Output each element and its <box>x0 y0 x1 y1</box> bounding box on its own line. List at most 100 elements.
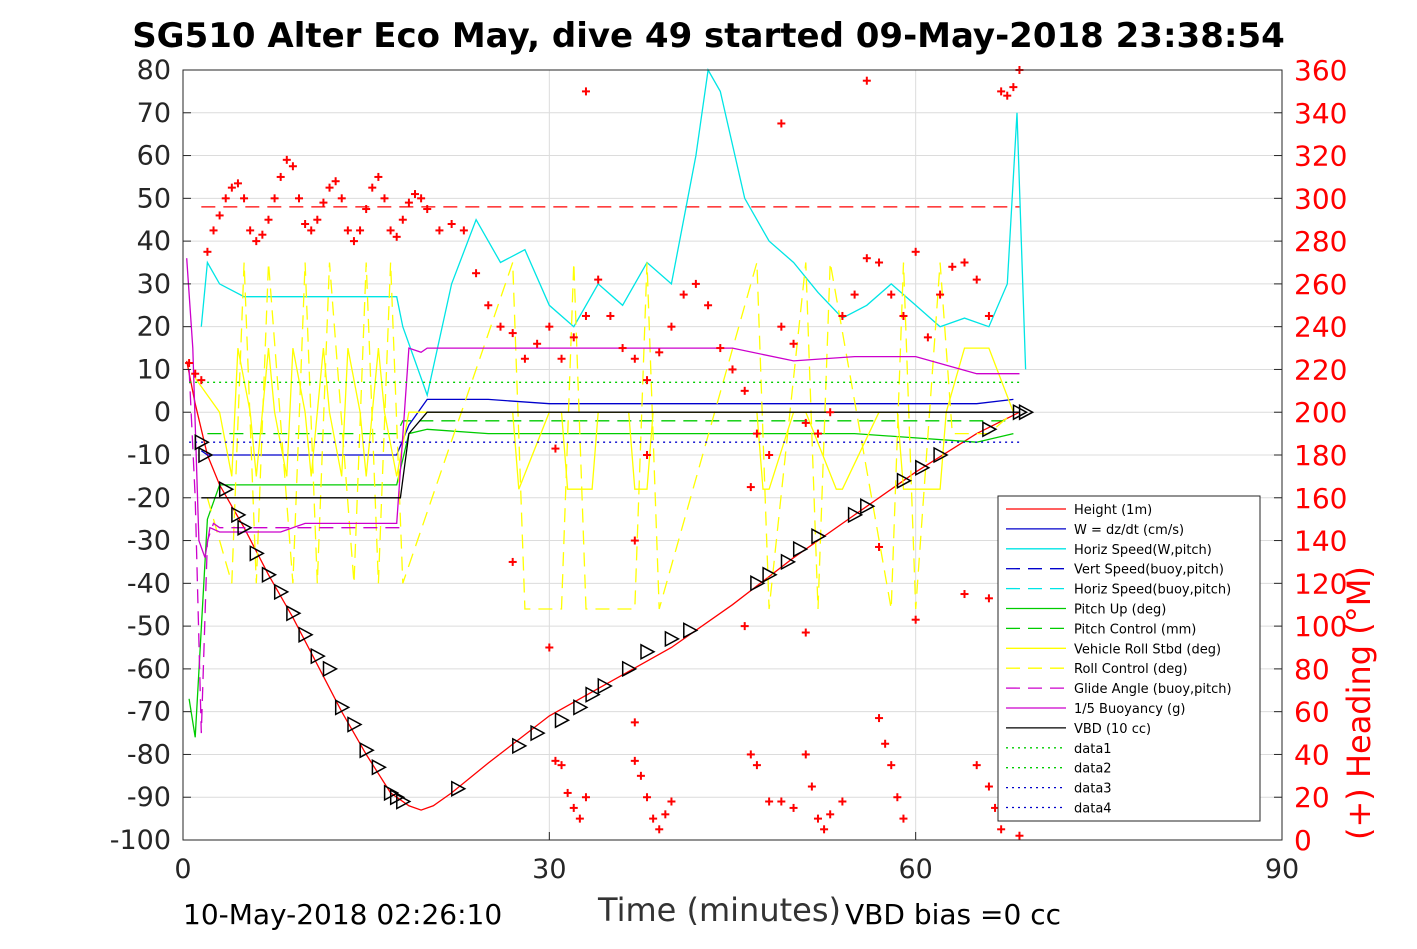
x-axis-label: Time (minutes) <box>598 891 841 929</box>
heading-marker <box>740 386 749 395</box>
heading-marker <box>740 622 749 631</box>
heading-marker <box>618 344 627 353</box>
heading-marker <box>435 226 444 235</box>
y-tick-label: 60 <box>137 141 171 172</box>
heading-marker <box>307 226 316 235</box>
y2-tick-label: 160 <box>1294 482 1347 515</box>
y-tick-label: 40 <box>137 226 171 257</box>
y2-tick-label: 180 <box>1294 439 1347 472</box>
heading-marker <box>380 194 389 203</box>
heading-marker <box>813 814 822 823</box>
heading-marker <box>667 797 676 806</box>
heading-marker <box>581 793 590 802</box>
heading-marker <box>643 376 652 385</box>
legend-entry-label: Horiz Speed(buoy,pitch) <box>1074 583 1231 598</box>
series-line <box>207 420 1014 435</box>
heading-marker <box>984 594 993 603</box>
heading-marker <box>661 810 670 819</box>
heading-marker <box>319 198 328 207</box>
y2-tick-label: 300 <box>1294 182 1347 215</box>
heading-marker <box>820 825 829 834</box>
heading-marker <box>563 788 572 797</box>
heading-marker <box>960 590 969 599</box>
heading-marker <box>893 793 902 802</box>
gc-triangle-marker <box>310 647 326 665</box>
legend-entry-label: data2 <box>1074 762 1112 777</box>
vbd-bias-label: VBD bias =0 cc <box>845 898 1061 931</box>
legend-entry-label: data1 <box>1074 742 1112 757</box>
heading-marker <box>392 232 401 241</box>
y-tick-label: 20 <box>137 312 171 343</box>
x-tick-label: 0 <box>174 854 191 885</box>
heading-marker <box>533 339 542 348</box>
heading-marker <box>404 198 413 207</box>
heading-marker <box>1003 91 1012 100</box>
legend: Height (1m) W = dz/dt (cm/s) Horiz Speed(W… <box>997 495 1261 822</box>
gc-triangle-marker <box>512 737 528 755</box>
heading-marker <box>789 339 798 348</box>
y-tick-label: 30 <box>137 269 171 300</box>
heading-marker <box>899 814 908 823</box>
gc-triangle-marker <box>811 528 827 545</box>
gc-triangle-marker <box>298 626 314 643</box>
y2-tick-label: 20 <box>1294 781 1330 814</box>
heading-marker <box>331 177 340 186</box>
heading-marker <box>850 290 859 299</box>
gc-triangle-marker <box>847 506 864 524</box>
gc-triangle-marker <box>554 711 571 729</box>
heading-marker <box>984 311 993 320</box>
y2-tick-label: 220 <box>1294 353 1347 386</box>
heading-marker <box>899 311 908 320</box>
legend-entry-label: Vehicle Roll Stbd (deg) <box>1074 642 1221 657</box>
heading-marker <box>765 797 774 806</box>
gc-triangle-marker <box>371 759 387 776</box>
heading-marker <box>716 344 725 353</box>
legend-entry-label: W = dz/dt (cm/s) <box>1074 523 1184 538</box>
heading-marker <box>643 451 652 459</box>
heading-marker <box>575 814 584 823</box>
gc-triangle-marker <box>750 575 766 592</box>
heading-marker <box>875 258 884 267</box>
heading-marker <box>936 290 945 299</box>
heading-marker <box>746 750 755 759</box>
heading-marker <box>630 536 639 545</box>
heading-marker <box>875 714 884 723</box>
heading-marker <box>545 322 554 331</box>
gc-triangle-marker <box>585 686 601 703</box>
heading-marker <box>246 226 255 235</box>
y2-tick-label: 200 <box>1294 396 1347 429</box>
heading-marker <box>472 269 481 278</box>
heading-marker <box>551 444 560 453</box>
gc-triangle-marker <box>792 540 809 558</box>
marker-layer <box>185 66 1035 840</box>
heading-marker <box>356 226 365 235</box>
y-tick-label: 80 <box>137 55 171 86</box>
heading-marker <box>881 739 890 748</box>
y-tick-label: -70 <box>127 697 171 728</box>
y2-tick-label: 120 <box>1294 567 1347 600</box>
legend-entry-label: Vert Speed(buoy,pitch) <box>1074 563 1224 578</box>
heading-marker <box>1015 831 1024 840</box>
heading-marker <box>777 119 786 128</box>
gc-triangle-marker <box>237 519 253 536</box>
gc-triangle-marker <box>915 459 931 477</box>
heading-marker <box>282 155 291 164</box>
heading-marker <box>197 376 206 385</box>
heading-marker <box>386 226 395 235</box>
gc-triangle-marker <box>621 660 638 678</box>
y2-tick-label: 340 <box>1294 97 1347 130</box>
heading-marker <box>813 429 822 438</box>
heading-marker <box>508 329 517 338</box>
heading-marker <box>258 230 267 239</box>
heading-marker <box>288 162 297 171</box>
heading-marker <box>221 194 230 203</box>
heading-marker <box>838 797 847 806</box>
heading-marker <box>655 348 664 357</box>
heading-marker <box>911 247 920 256</box>
y2-tick-label: 320 <box>1294 140 1347 173</box>
heading-marker <box>295 194 304 203</box>
y-tick-label: -90 <box>127 782 171 813</box>
heading-marker <box>368 183 377 192</box>
heading-marker <box>636 771 645 780</box>
heading-marker <box>569 333 578 342</box>
